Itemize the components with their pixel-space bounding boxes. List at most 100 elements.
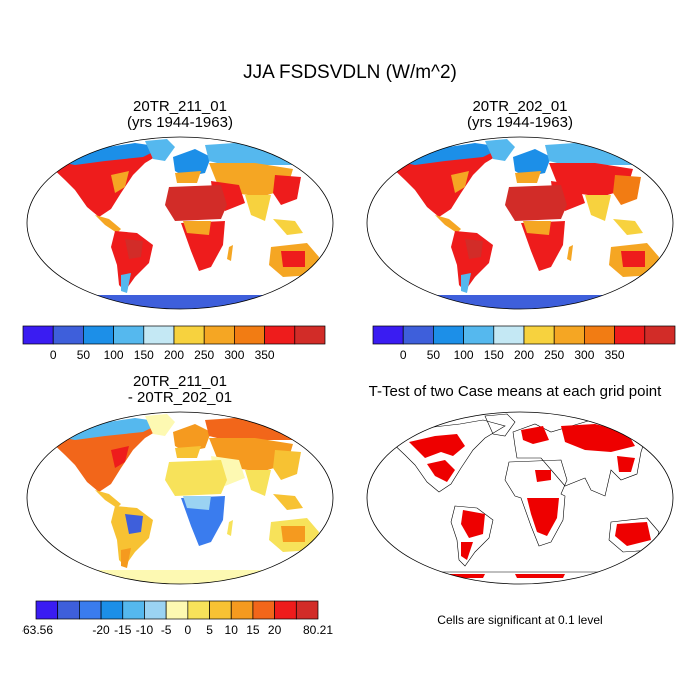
africa-south: [181, 496, 225, 546]
asia-east: [273, 450, 301, 480]
southeast-asia: [613, 219, 643, 235]
colorbar-diff-tick-label: 0: [185, 623, 192, 637]
south-america-south: [121, 273, 131, 293]
central-america: [95, 490, 121, 508]
colorbar-case2-tick-label: 200: [514, 348, 534, 362]
asia-south: [585, 195, 611, 221]
colorbar-case2: 0 50 100 150 200 250 300 350: [372, 325, 676, 362]
map-diff: [26, 411, 334, 585]
panel-title-diff-line1: 20TR_211_01: [133, 373, 227, 390]
colorbar-case1-tick-label: 250: [194, 348, 214, 362]
colorbar-case1-swatch: [143, 325, 175, 345]
asia-south: [245, 470, 271, 496]
europe-region: [173, 149, 211, 177]
panel-title-case2-line1: 20TR_202_01: [472, 98, 568, 115]
colorbar-diff-swatch: [100, 600, 124, 620]
colorbar-case2-swatch: [372, 325, 404, 345]
africa-central: [183, 221, 211, 235]
europe-south: [175, 446, 201, 458]
colorbar-case1-swatch: [234, 325, 265, 345]
colorbar-diff-tick-label: -10: [136, 623, 154, 637]
north-america-east: [451, 171, 469, 193]
colorbar-diff-swatch: [187, 600, 210, 620]
colorbar-case2-tick-label: 150: [484, 348, 504, 362]
africa-north: [165, 185, 227, 221]
colorbar-case2-swatch: [402, 325, 434, 345]
colorbar-diff-swatch: [209, 600, 232, 620]
colorbar-case1-swatch: [22, 325, 54, 345]
asia-south: [245, 195, 271, 221]
colorbar-diff-swatch: [295, 600, 319, 620]
colorbar-case2-swatch: [493, 325, 525, 345]
africa-central: [523, 221, 551, 235]
colorbar-case2-swatch: [644, 325, 676, 345]
map-diff-outline: [26, 411, 334, 585]
asia-east: [273, 175, 301, 205]
significant-south-america: [461, 510, 485, 538]
south-america-core: [125, 514, 143, 534]
north-america-east: [111, 446, 129, 468]
colorbar-case2-tick-label: 350: [605, 348, 625, 362]
madagascar: [227, 520, 233, 536]
significant-antarctica: [435, 574, 565, 578]
colorbar-case1-swatch: [203, 325, 235, 345]
colorbar-case1-tick-label: 350: [255, 348, 275, 362]
africa-coast: [504, 459, 568, 547]
colorbar-case2-tick-label: 300: [574, 348, 594, 362]
colorbar-case1-tick-label: 100: [104, 348, 124, 362]
africa-central: [183, 496, 211, 510]
south-america-core: [125, 239, 143, 259]
colorbar-case1-swatch: [264, 325, 296, 345]
southeast-asia: [273, 219, 303, 235]
colorbar-case2-swatch: [463, 325, 495, 345]
colorbar-case1-tick-label: 0: [50, 348, 57, 362]
panel-title-ttest: T-Test of two Case means at each grid po…: [340, 384, 690, 400]
significant-south-america-south: [461, 542, 473, 560]
asia-north: [545, 141, 655, 165]
map-case1-outline: [26, 136, 334, 310]
africa-north: [165, 460, 227, 496]
north-america-arctic: [55, 143, 163, 165]
colorbar-diff-tick-label: -5: [161, 623, 172, 637]
madagascar: [227, 245, 233, 261]
map-ttest-outline: [366, 411, 674, 585]
panel-title-ttest-line1: T-Test of two Case means at each grid po…: [368, 383, 662, 400]
significant-europe: [521, 426, 549, 444]
colorbar-diff-swatch: [144, 600, 167, 620]
significant-africa: [527, 498, 559, 536]
colorbar-diff-tick-label: -63.56: [22, 623, 53, 637]
colorbar-case2-swatch: [553, 325, 585, 345]
colorbar-diff-tick-label: 15: [246, 623, 260, 637]
greenland: [145, 414, 175, 436]
panel-title-diff-line2: - 20TR_202_01: [127, 389, 233, 406]
colorbar-case1-tick-label: 200: [164, 348, 184, 362]
colorbar-diff-tick-label: 80.21: [303, 623, 333, 637]
colorbar-case2-tick-label: 250: [544, 348, 564, 362]
central-america: [435, 215, 461, 233]
colorbar-case1: 0 50 100 150 200 250 300 350: [22, 325, 326, 362]
africa-north: [505, 185, 567, 221]
colorbar-diff: -63.56 -20 -15 -10 -5 0 5 10 15 20 80.21: [22, 600, 333, 637]
panel-title-case1-line1: 20TR_211_01: [133, 98, 227, 115]
colorbar-diff-swatch: [35, 600, 59, 620]
colorbar-case1-swatch: [83, 325, 114, 345]
significant-africa-north: [535, 470, 551, 482]
colorbar-diff-swatch: [122, 600, 145, 620]
north-america-arctic: [395, 143, 503, 165]
north-america-arctic: [55, 418, 163, 440]
colorbar-diff-swatch: [79, 600, 102, 620]
central-america: [95, 215, 121, 233]
colorbar-diff-swatch: [165, 600, 189, 620]
colorbar-diff-swatch: [274, 600, 297, 620]
significant-north-america-south: [427, 460, 455, 482]
greenland: [485, 139, 515, 161]
greenland-coast: [484, 413, 516, 437]
europe-south: [175, 171, 201, 183]
colorbar-case2-swatch: [523, 325, 555, 345]
colorbar-diff-tick-label: 20: [268, 623, 282, 637]
colorbar-case1-tick-label: 50: [77, 348, 91, 362]
north-america-east: [111, 171, 129, 193]
asia-north: [205, 416, 315, 440]
significant-east-asia: [617, 456, 635, 472]
panel-title-diff: 20TR_211_01 - 20TR_202_01: [25, 374, 335, 406]
